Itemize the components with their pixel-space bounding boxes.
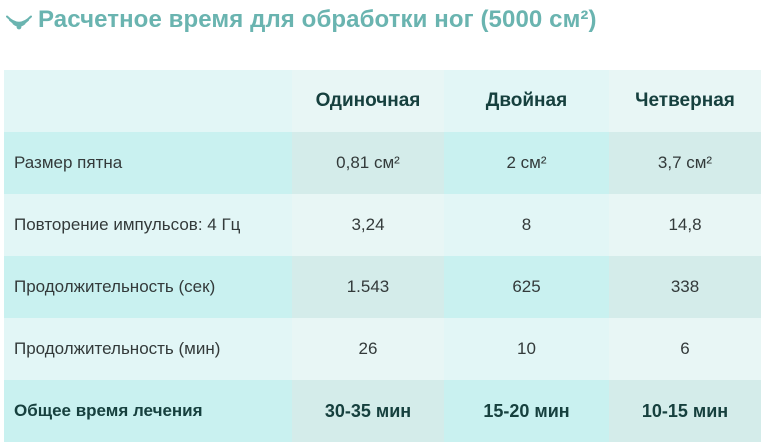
- total-row: Общее время лечения 30-35 мин 15-20 мин …: [4, 380, 761, 442]
- column-header-quad: Четверная: [609, 70, 761, 132]
- cell-double: 8: [444, 194, 609, 256]
- table-row: Размер пятна 0,81 см² 2 см² 3,7 см²: [4, 132, 761, 194]
- page-title: Расчетное время для обработки ног (5000 …: [38, 6, 597, 33]
- cell-single: 0,81 см²: [292, 132, 444, 194]
- row-label: Продолжительность (сек): [4, 256, 292, 318]
- cell-quad: 3,7 см²: [609, 132, 761, 194]
- wave-icon: [6, 15, 32, 30]
- page-title-bar: Расчетное время для обработки ног (5000 …: [6, 4, 597, 36]
- header-empty-cell: [4, 70, 292, 132]
- cell-single: 1.543: [292, 256, 444, 318]
- total-quad: 10-15 мин: [609, 380, 761, 442]
- cell-single: 3,24: [292, 194, 444, 256]
- table-row: Продолжительность (мин) 26 10 6: [4, 318, 761, 380]
- total-single: 30-35 мин: [292, 380, 444, 442]
- treatment-time-table: Одиночная Двойная Четверная Размер пятна…: [4, 70, 761, 442]
- row-label: Продолжительность (мин): [4, 318, 292, 380]
- table-row: Повторение импульсов: 4 Гц 3,24 8 14,8: [4, 194, 761, 256]
- row-label: Повторение импульсов: 4 Гц: [4, 194, 292, 256]
- total-double: 15-20 мин: [444, 380, 609, 442]
- table-header-row: Одиночная Двойная Четверная: [4, 70, 761, 132]
- column-header-single: Одиночная: [292, 70, 444, 132]
- cell-double: 625: [444, 256, 609, 318]
- total-label: Общее время лечения: [4, 380, 292, 442]
- table-row: Продолжительность (сек) 1.543 625 338: [4, 256, 761, 318]
- cell-single: 26: [292, 318, 444, 380]
- cell-quad: 14,8: [609, 194, 761, 256]
- cell-quad: 338: [609, 256, 761, 318]
- row-label: Размер пятна: [4, 132, 292, 194]
- cell-double: 10: [444, 318, 609, 380]
- cell-double: 2 см²: [444, 132, 609, 194]
- column-header-double: Двойная: [444, 70, 609, 132]
- cell-quad: 6: [609, 318, 761, 380]
